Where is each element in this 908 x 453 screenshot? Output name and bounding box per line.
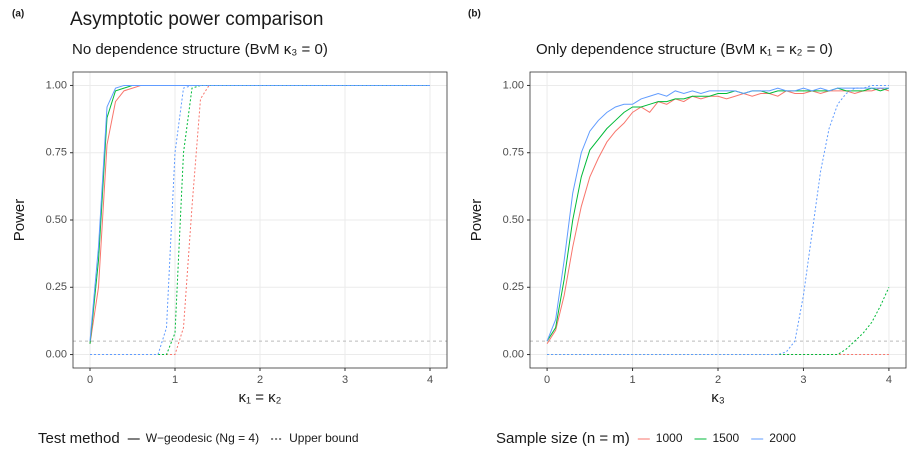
x-tick-label: 3 (342, 374, 348, 386)
y-tick-label: 0.00 (503, 348, 524, 360)
x-tick-label: 0 (87, 374, 93, 386)
chart-title: Asymptotic power comparison (70, 9, 323, 30)
series-line (546, 87, 889, 342)
y-tick-label: 1.00 (46, 79, 67, 91)
legend-title: Test method (38, 430, 120, 447)
y-tick-label: 1.00 (503, 79, 524, 91)
x-tick-label: 4 (427, 374, 433, 386)
x-tick-label: 2 (257, 374, 263, 386)
legend-label: 1000 (656, 431, 683, 445)
panel-tag: (b) (468, 9, 481, 20)
x-tick-label: 1 (172, 374, 178, 386)
y-tick-label: 0.25 (503, 281, 524, 293)
y-tick-label: 0.25 (46, 281, 67, 293)
plot-border (529, 71, 907, 369)
legend-label: Upper bound (289, 431, 358, 445)
series-line (547, 84, 889, 356)
legend-label: 2000 (769, 431, 796, 445)
chart-subtitle: No dependence structure (BvM κ₃ = 0) (72, 41, 328, 58)
y-axis-title: Power (468, 199, 485, 242)
legend-label: 1500 (713, 431, 740, 445)
x-tick-label: 4 (886, 374, 892, 386)
plot-border (72, 71, 448, 369)
x-tick-label: 1 (629, 374, 635, 386)
x-axis-title: κ₃ (711, 389, 725, 406)
series-line (90, 84, 430, 356)
x-axis-title: κ₁ = κ₂ (239, 389, 282, 406)
y-tick-label: 0.75 (46, 147, 67, 159)
x-tick-label: 2 (715, 374, 721, 386)
series-line (546, 87, 890, 345)
legend-label: W−geodesic (Ng = 4) (146, 431, 259, 445)
chart-subtitle: Only dependence structure (BvM κ₁ = κ₂ =… (536, 41, 833, 58)
y-tick-label: 0.50 (46, 214, 67, 226)
x-tick-label: 0 (544, 374, 550, 386)
y-tick-label: 0.75 (503, 147, 524, 159)
y-axis-title: Power (11, 199, 28, 242)
y-tick-label: 0.00 (46, 348, 67, 360)
x-tick-label: 3 (800, 374, 806, 386)
legend-title: Sample size (n = m) (496, 430, 630, 447)
y-tick-label: 0.50 (503, 214, 524, 226)
panel-tag: (a) (12, 9, 24, 20)
